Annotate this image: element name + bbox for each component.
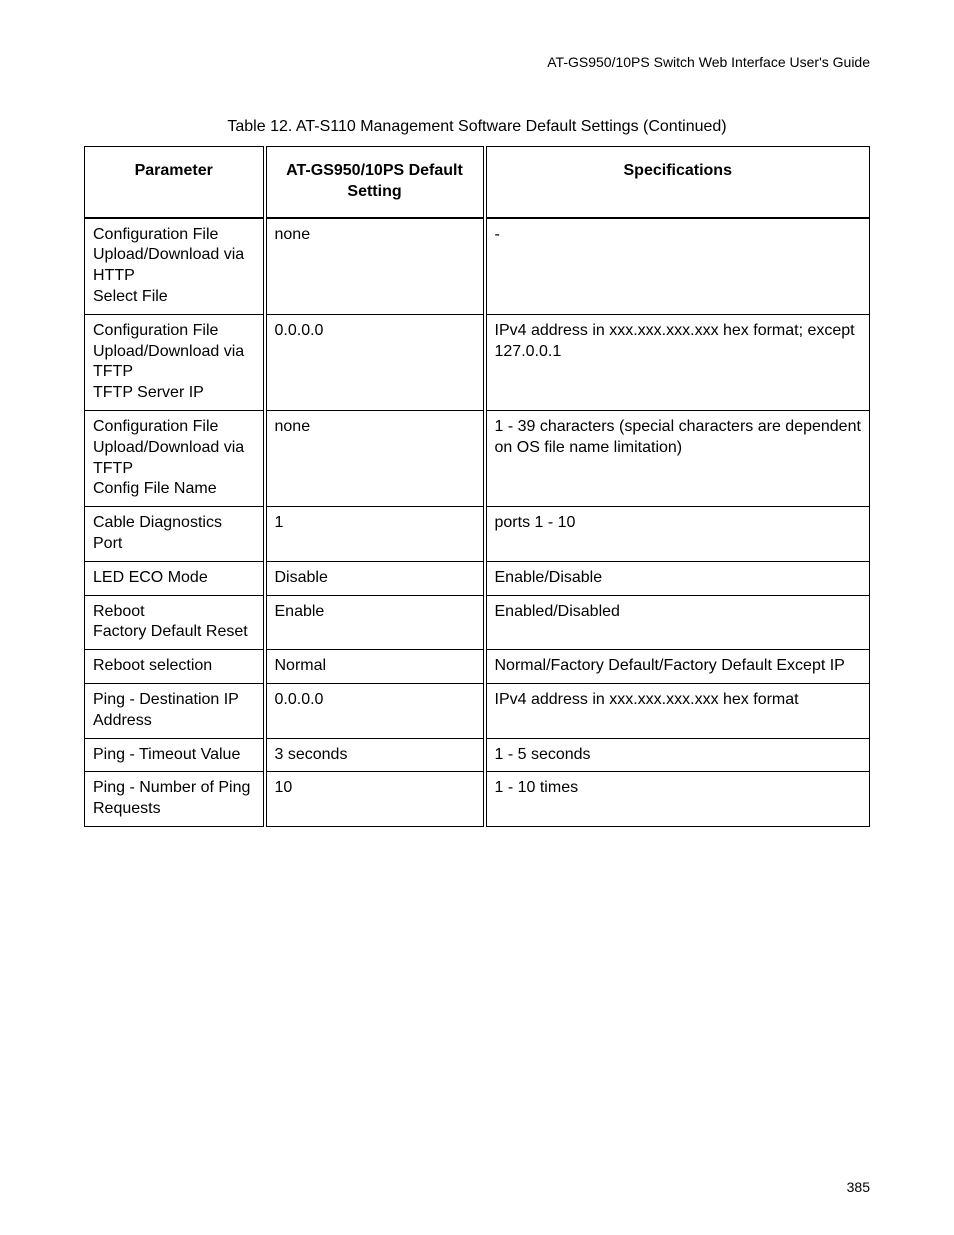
cell-parameter-line: Configuration File (93, 417, 255, 438)
cell-specifications: 1 - 39 characters (special characters ar… (485, 410, 870, 506)
cell-parameter: LED ECO Mode (85, 561, 265, 595)
cell-parameter-line: Config File Name (93, 479, 255, 500)
cell-parameter-line: Upload/Download via (93, 245, 255, 266)
cell-parameter-line: Ping - Number of Ping (93, 778, 255, 799)
cell-parameter-line: Upload/Download via (93, 342, 255, 363)
cell-default-setting: 1 (265, 507, 485, 562)
settings-table-body: Configuration FileUpload/Download viaHTT… (85, 218, 870, 827)
cell-default-setting: Disable (265, 561, 485, 595)
cell-parameter-line: LED ECO Mode (93, 568, 255, 589)
table-caption: Table 12. AT-S110 Management Software De… (84, 118, 870, 136)
settings-table: Parameter AT-GS950/10PS Default Setting … (84, 146, 870, 827)
cell-parameter: Ping - Number of PingRequests (85, 772, 265, 827)
cell-parameter-line: Reboot selection (93, 656, 255, 677)
cell-parameter-line: Cable Diagnostics (93, 513, 255, 534)
cell-parameter-line: Upload/Download via (93, 438, 255, 459)
cell-parameter-line: HTTP (93, 266, 255, 287)
cell-parameter: Cable DiagnosticsPort (85, 507, 265, 562)
cell-default-setting: 0.0.0.0 (265, 683, 485, 738)
cell-default-setting: 3 seconds (265, 738, 485, 772)
cell-parameter-line: Select File (93, 287, 255, 308)
cell-default-setting: none (265, 410, 485, 506)
col-header-parameter: Parameter (85, 147, 265, 218)
cell-specifications: Enabled/Disabled (485, 595, 870, 650)
cell-parameter-line: Reboot (93, 602, 255, 623)
cell-parameter-line: Configuration File (93, 225, 255, 246)
table-row: RebootFactory Default ResetEnableEnabled… (85, 595, 870, 650)
table-header-row: Parameter AT-GS950/10PS Default Setting … (85, 147, 870, 218)
cell-parameter-line: TFTP Server IP (93, 383, 255, 404)
table-row: Ping - Number of PingRequests101 - 10 ti… (85, 772, 870, 827)
cell-default-setting: Enable (265, 595, 485, 650)
cell-specifications: 1 - 10 times (485, 772, 870, 827)
running-header: AT-GS950/10PS Switch Web Interface User'… (84, 54, 870, 70)
cell-specifications: ports 1 - 10 (485, 507, 870, 562)
table-row: LED ECO Mode DisableEnable/Disable (85, 561, 870, 595)
cell-parameter-line: Address (93, 711, 255, 732)
page-number: 385 (847, 1179, 870, 1195)
cell-parameter: RebootFactory Default Reset (85, 595, 265, 650)
table-row: Reboot selection NormalNormal/Factory Def… (85, 650, 870, 684)
cell-parameter: Reboot selection (85, 650, 265, 684)
cell-specifications: - (485, 218, 870, 315)
cell-specifications: Normal/Factory Default/Factory Default E… (485, 650, 870, 684)
table-row: Configuration FileUpload/Download viaTFT… (85, 314, 870, 410)
cell-parameter-line: Ping - Destination IP (93, 690, 255, 711)
cell-specifications: IPv4 address in xxx.xxx.xxx.xxx hex form… (485, 314, 870, 410)
table-row: Cable DiagnosticsPort1ports 1 - 10 (85, 507, 870, 562)
cell-parameter-line: TFTP (93, 362, 255, 383)
cell-parameter: Configuration FileUpload/Download viaTFT… (85, 410, 265, 506)
cell-parameter-line: Factory Default Reset (93, 622, 255, 643)
table-row: Configuration FileUpload/Download viaHTT… (85, 218, 870, 315)
cell-parameter-line: Configuration File (93, 321, 255, 342)
cell-parameter: Configuration FileUpload/Download viaHTT… (85, 218, 265, 315)
table-row: Ping - Timeout Value 3 seconds1 - 5 secon… (85, 738, 870, 772)
cell-parameter: Ping - Timeout Value (85, 738, 265, 772)
cell-default-setting: none (265, 218, 485, 315)
cell-specifications: IPv4 address in xxx.xxx.xxx.xxx hex form… (485, 683, 870, 738)
cell-default-setting: 10 (265, 772, 485, 827)
cell-specifications: Enable/Disable (485, 561, 870, 595)
cell-parameter-line: Port (93, 534, 255, 555)
table-row: Configuration FileUpload/Download viaTFT… (85, 410, 870, 506)
cell-default-setting: Normal (265, 650, 485, 684)
col-header-default-setting: AT-GS950/10PS Default Setting (265, 147, 485, 218)
table-row: Ping - Destination IPAddress0.0.0.0IPv4 … (85, 683, 870, 738)
col-header-specifications: Specifications (485, 147, 870, 218)
document-page: AT-GS950/10PS Switch Web Interface User'… (0, 0, 954, 1235)
cell-parameter: Ping - Destination IPAddress (85, 683, 265, 738)
cell-default-setting: 0.0.0.0 (265, 314, 485, 410)
cell-specifications: 1 - 5 seconds (485, 738, 870, 772)
cell-parameter-line: Ping - Timeout Value (93, 745, 255, 766)
cell-parameter-line: Requests (93, 799, 255, 820)
cell-parameter-line: TFTP (93, 459, 255, 480)
cell-parameter: Configuration FileUpload/Download viaTFT… (85, 314, 265, 410)
